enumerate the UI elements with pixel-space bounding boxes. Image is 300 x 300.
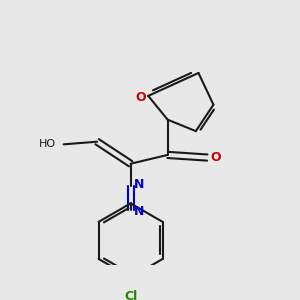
Text: Cl: Cl (124, 290, 137, 300)
Text: O: O (211, 151, 221, 164)
Text: HO: HO (39, 139, 56, 149)
Text: O: O (136, 91, 146, 104)
Text: N: N (134, 178, 145, 191)
Text: N: N (134, 205, 145, 218)
